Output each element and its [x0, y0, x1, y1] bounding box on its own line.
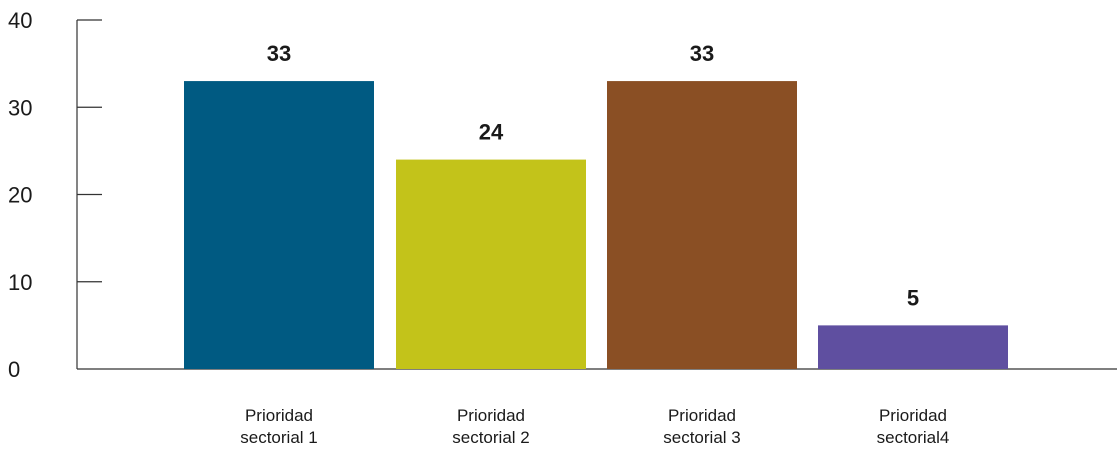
data-label: 33	[690, 41, 714, 66]
category-label-line: sectorial 2	[452, 428, 529, 447]
category-label-line: sectorial4	[877, 428, 950, 447]
category-label: Prioridad sectorial 2	[452, 406, 529, 447]
bar	[818, 325, 1008, 369]
category-label-line: Prioridad	[668, 406, 736, 425]
y-axis: 0 10 20 30 40	[8, 8, 102, 382]
bar	[607, 81, 797, 369]
data-labels: 33 24 33 5	[267, 41, 919, 310]
category-labels: Prioridad sectorial 1 Prioridad sectorial 2…	[240, 406, 949, 447]
y-tick-label: 30	[8, 95, 32, 120]
bar	[396, 159, 586, 369]
category-label-line: Prioridad	[879, 406, 947, 425]
bar	[184, 81, 374, 369]
y-tick-label: 20	[8, 183, 32, 208]
category-label: Prioridad sectorial 1	[240, 406, 317, 447]
category-label-line: Prioridad	[245, 406, 313, 425]
category-label-line: Prioridad	[457, 406, 525, 425]
data-label: 33	[267, 41, 291, 66]
bars	[184, 81, 1008, 369]
category-label: Prioridad sectorial 3	[663, 406, 740, 447]
y-tick-label: 40	[8, 8, 32, 33]
category-label-line: sectorial 3	[663, 428, 740, 447]
data-label: 5	[907, 285, 919, 310]
data-label: 24	[479, 120, 504, 145]
category-label: Prioridad sectorial4	[877, 406, 950, 447]
y-tick-label: 0	[8, 357, 20, 382]
category-label-line: sectorial 1	[240, 428, 317, 447]
y-tick-label: 10	[8, 270, 32, 295]
